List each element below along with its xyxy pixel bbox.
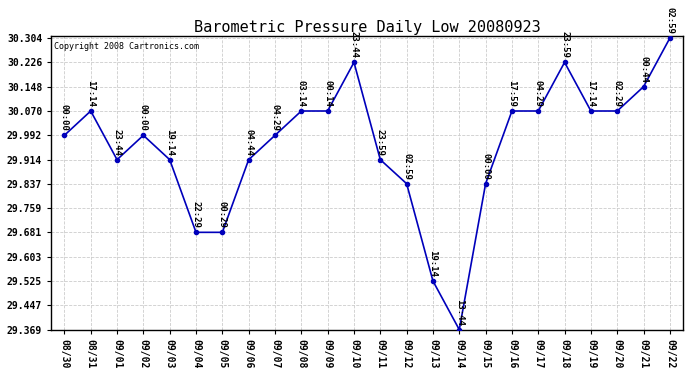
Text: 23:44: 23:44 bbox=[112, 129, 121, 156]
Text: 17:14: 17:14 bbox=[86, 80, 95, 107]
Text: 17:59: 17:59 bbox=[507, 80, 516, 107]
Text: 00:44: 00:44 bbox=[639, 56, 648, 82]
Text: 04:29: 04:29 bbox=[270, 104, 279, 131]
Text: 02:59: 02:59 bbox=[402, 153, 411, 180]
Text: 23:44: 23:44 bbox=[349, 31, 359, 58]
Text: 02:59: 02:59 bbox=[665, 7, 674, 34]
Text: 04:44: 04:44 bbox=[244, 129, 253, 156]
Text: 00:00: 00:00 bbox=[60, 104, 69, 131]
Text: 19:14: 19:14 bbox=[428, 250, 437, 277]
Text: Copyright 2008 Cartronics.com: Copyright 2008 Cartronics.com bbox=[55, 42, 199, 51]
Title: Barometric Pressure Daily Low 20080923: Barometric Pressure Daily Low 20080923 bbox=[194, 20, 540, 35]
Text: 22:29: 22:29 bbox=[192, 201, 201, 228]
Text: 00:00: 00:00 bbox=[481, 153, 490, 180]
Text: 03:14: 03:14 bbox=[297, 80, 306, 107]
Text: 13:44: 13:44 bbox=[455, 298, 464, 326]
Text: 00:29: 00:29 bbox=[218, 201, 227, 228]
Text: 04:29: 04:29 bbox=[534, 80, 543, 107]
Text: 17:14: 17:14 bbox=[586, 80, 595, 107]
Text: 23:59: 23:59 bbox=[560, 31, 569, 58]
Text: 23:59: 23:59 bbox=[376, 129, 385, 156]
Text: 02:29: 02:29 bbox=[613, 80, 622, 107]
Text: 00:00: 00:00 bbox=[139, 104, 148, 131]
Text: 00:14: 00:14 bbox=[323, 80, 332, 107]
Text: 19:14: 19:14 bbox=[165, 129, 174, 156]
